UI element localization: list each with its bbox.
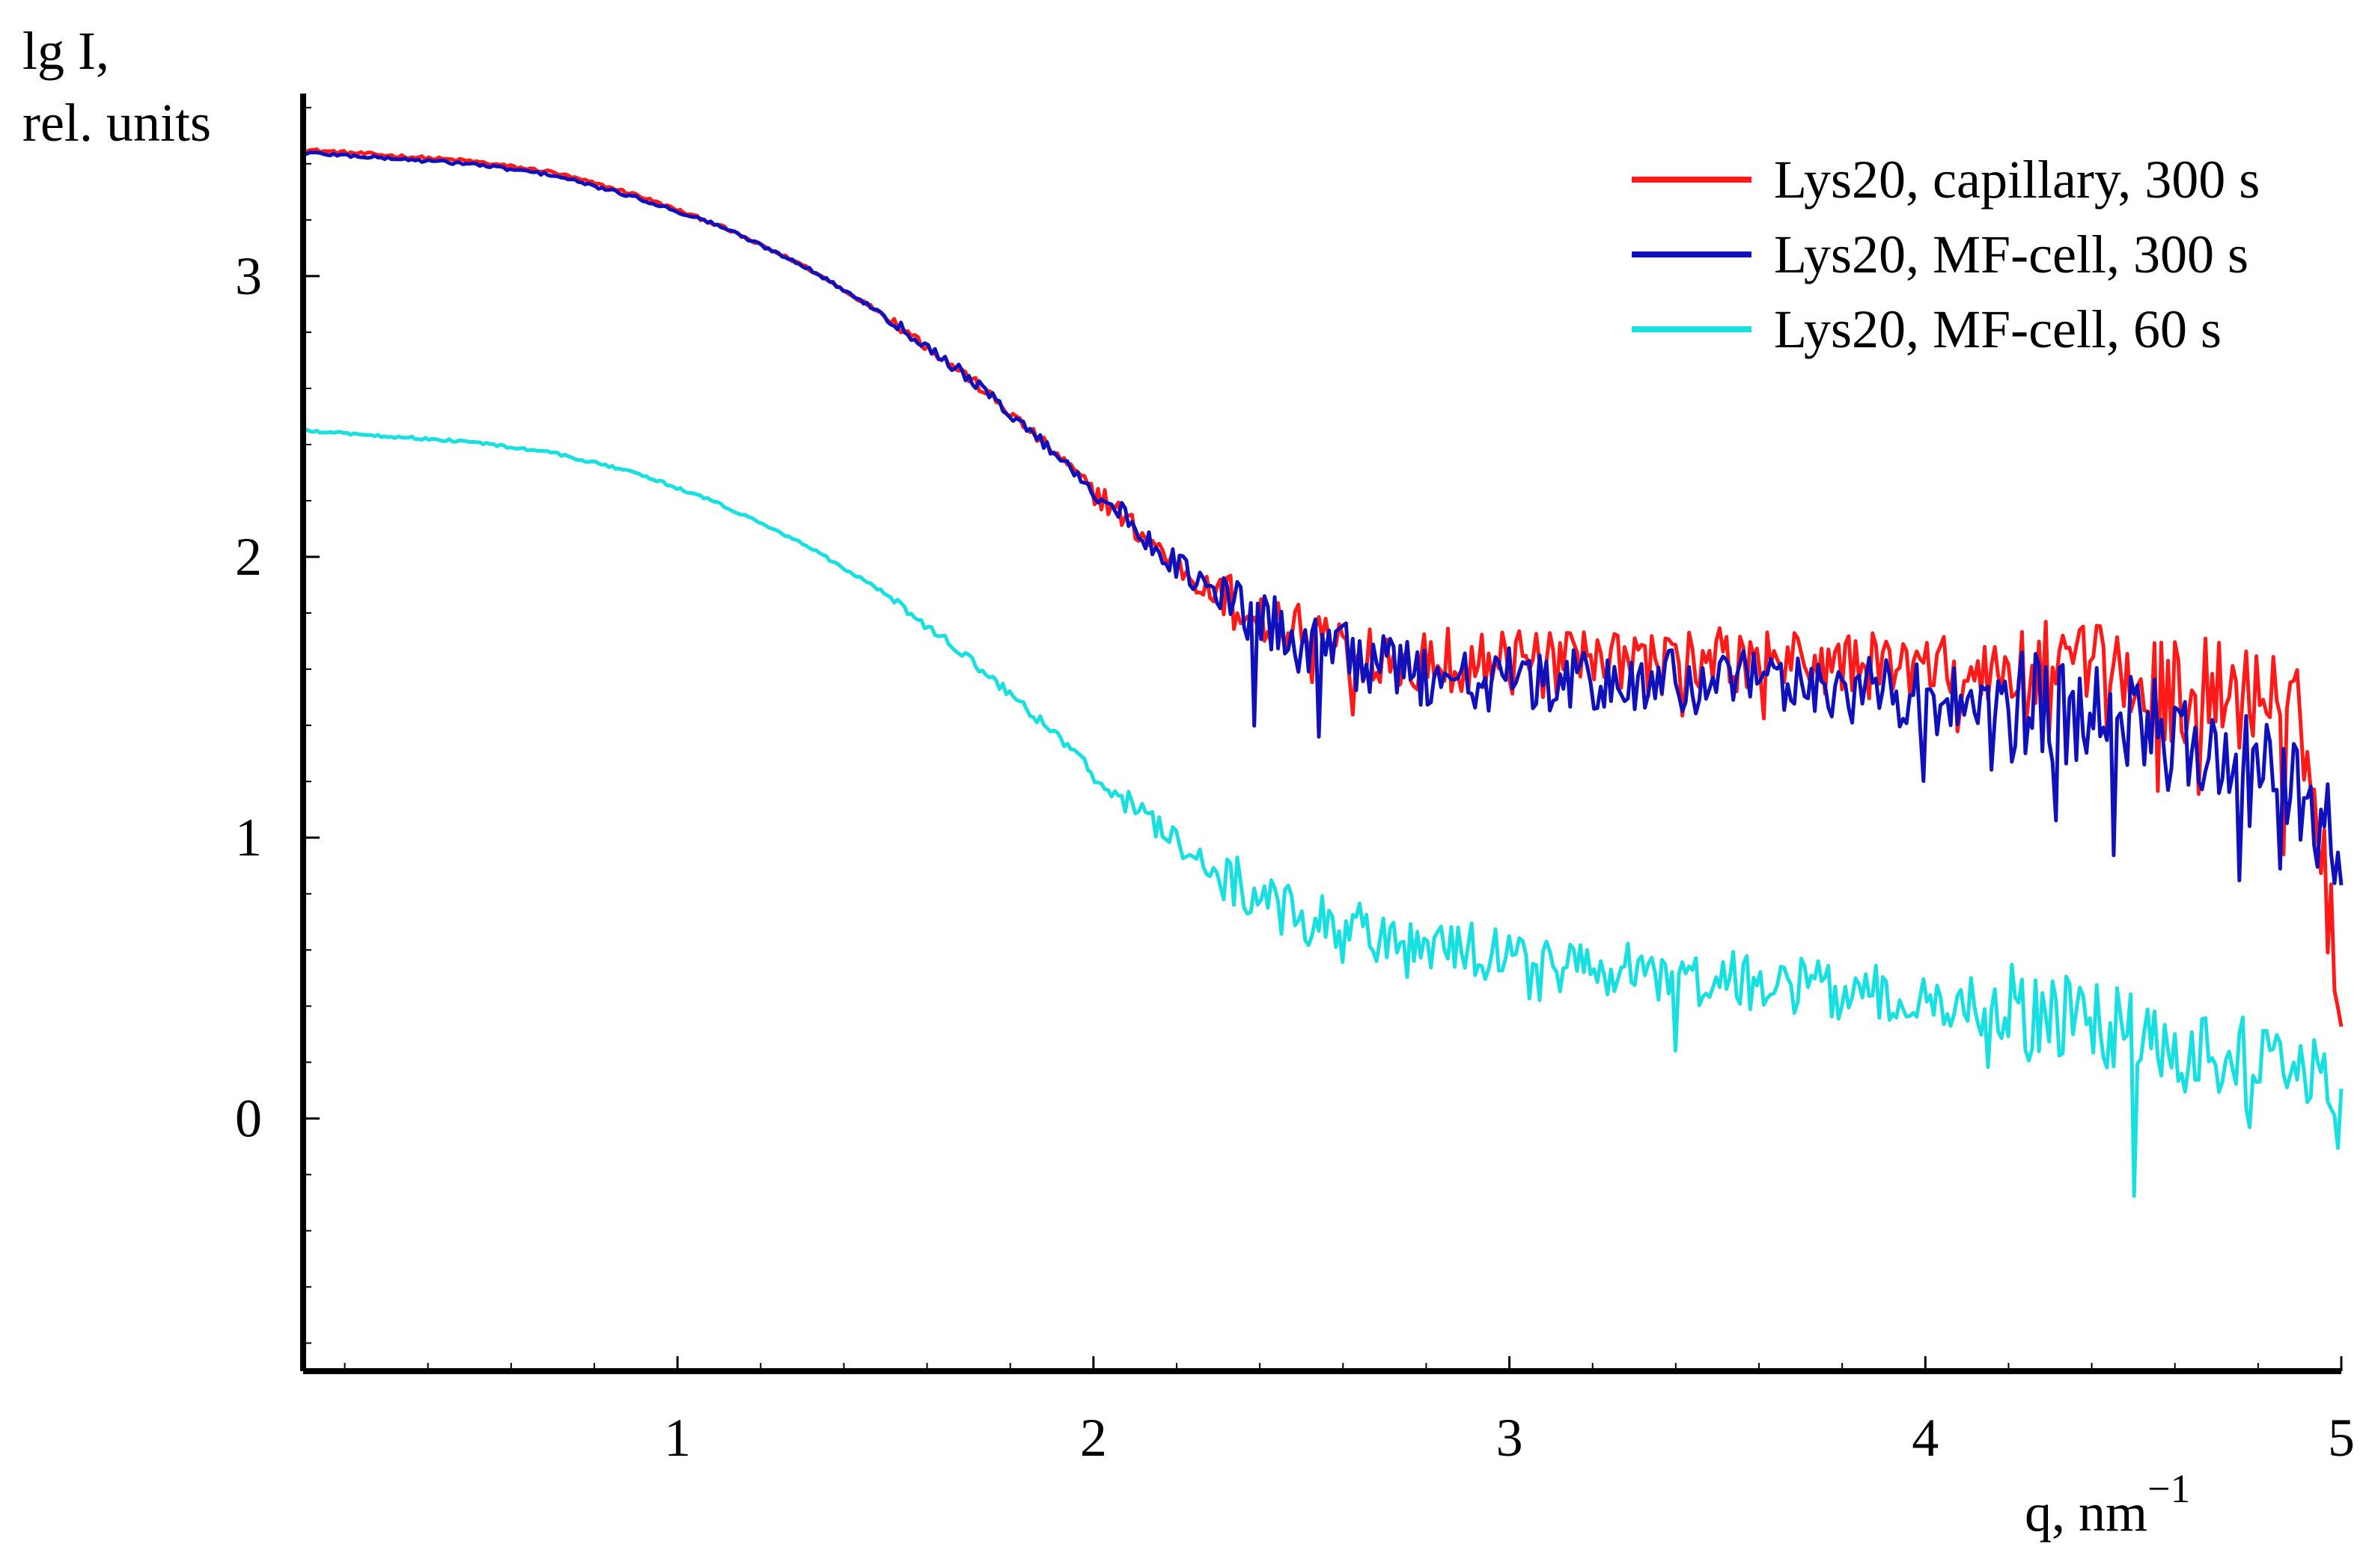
y-tick-label: 2	[235, 527, 262, 587]
x-axis-title: q, nm−1	[2025, 1466, 2190, 1543]
x-tick-label: 1	[664, 1408, 691, 1468]
legend-label: Lys20, MF-cell, 300 s	[1774, 225, 2248, 284]
series-line	[302, 427, 2344, 1198]
y-ticks: 0 1 2 3	[235, 246, 320, 1148]
x-tick-label: 5	[2328, 1408, 2355, 1468]
x-axis-title-superscript: −1	[2147, 1466, 2190, 1511]
y-tick-label: 1	[235, 808, 262, 867]
x-tick-label: 4	[1912, 1408, 1939, 1468]
legend: Lys20, capillary, 300 s Lys20, MF-cell, 3…	[1632, 150, 2260, 359]
x-tick-label: 3	[1496, 1408, 1523, 1468]
legend-label: Lys20, capillary, 300 s	[1774, 150, 2260, 210]
series-line	[302, 150, 2344, 885]
x-tick-label: 2	[1080, 1408, 1107, 1468]
y-axis-title-line2: rel. units	[22, 93, 211, 153]
y-axis-title-line1: lg I,	[22, 21, 109, 81]
y-tick-label: 3	[235, 246, 262, 306]
legend-label: Lys20, MF-cell, 60 s	[1774, 299, 2222, 359]
x-ticks: 1 2 3 4 5	[664, 1356, 2355, 1468]
y-tick-label: 0	[235, 1088, 262, 1148]
plot-area	[302, 147, 2344, 1198]
minor-ticks	[303, 106, 2342, 1371]
x-axis-title-base: q, nm	[2025, 1483, 2147, 1543]
